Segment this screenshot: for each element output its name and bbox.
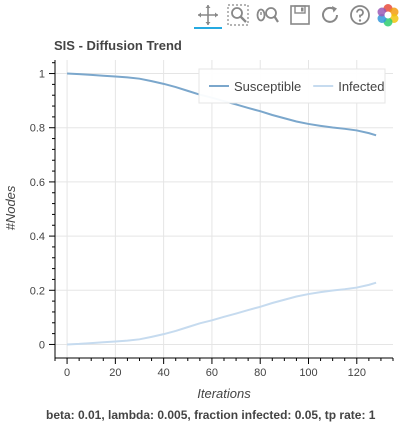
help-tool[interactable] [348, 3, 372, 27]
bokeh-logo-icon [377, 4, 399, 27]
y-tick-label: 0.8 [30, 123, 45, 135]
axes: 0 20 40 60 80 100 120 0 0.2 0.4 0.6 0.8 1 [30, 60, 394, 379]
y-axis-label: #Nodes [3, 185, 18, 230]
chart-area: SIS - Diffusion Trend 0 20 40 60 80 100 120 0 0.… [0, 30, 400, 430]
active-tool-indicator [194, 27, 222, 29]
pan-icon [198, 5, 218, 25]
y-tick-label: 0.6 [30, 177, 45, 189]
y-tick-label: 1 [39, 69, 45, 81]
reset-tool[interactable] [318, 3, 342, 27]
x-tick-label: 20 [109, 367, 121, 379]
wheel-zoom-icon [256, 7, 279, 23]
legend: Susceptible Infected [198, 68, 386, 104]
save-icon [290, 5, 310, 25]
legend-label-infected: Infected [338, 79, 384, 94]
x-tick-label: 0 [64, 367, 70, 379]
series-lines [67, 72, 377, 346]
chart-svg: SIS - Diffusion Trend 0 20 40 60 80 100 120 0 0.… [3, 38, 394, 401]
y-tick-label: 0 [39, 339, 45, 351]
x-tick-label: 40 [158, 367, 170, 379]
box-zoom-tool[interactable] [226, 3, 250, 27]
x-axis-label: Iterations [197, 386, 251, 401]
x-tick-label: 80 [254, 367, 266, 379]
bokeh-logo[interactable] [376, 3, 400, 27]
series-line-infected [67, 281, 377, 346]
wheel-zoom-tool[interactable] [256, 3, 280, 27]
x-tick-label: 120 [348, 367, 366, 379]
legend-label-susceptible: Susceptible [234, 79, 301, 94]
legend-box [198, 68, 386, 104]
box-zoom-icon [227, 4, 249, 26]
y-tick-label: 0.4 [30, 231, 45, 243]
grid [55, 60, 393, 358]
reset-icon [322, 6, 338, 23]
chart-toolbar [190, 0, 400, 30]
y-tick-label: 0.2 [30, 285, 45, 297]
footer-parameters: beta: 0.01, lambda: 0.005, fraction infe… [46, 408, 376, 422]
x-tick-label: 100 [299, 367, 317, 379]
help-icon [350, 5, 370, 25]
chart-title: SIS - Diffusion Trend [54, 38, 182, 53]
save-tool[interactable] [288, 3, 312, 27]
pan-tool[interactable] [196, 3, 220, 27]
x-tick-label: 60 [206, 367, 218, 379]
